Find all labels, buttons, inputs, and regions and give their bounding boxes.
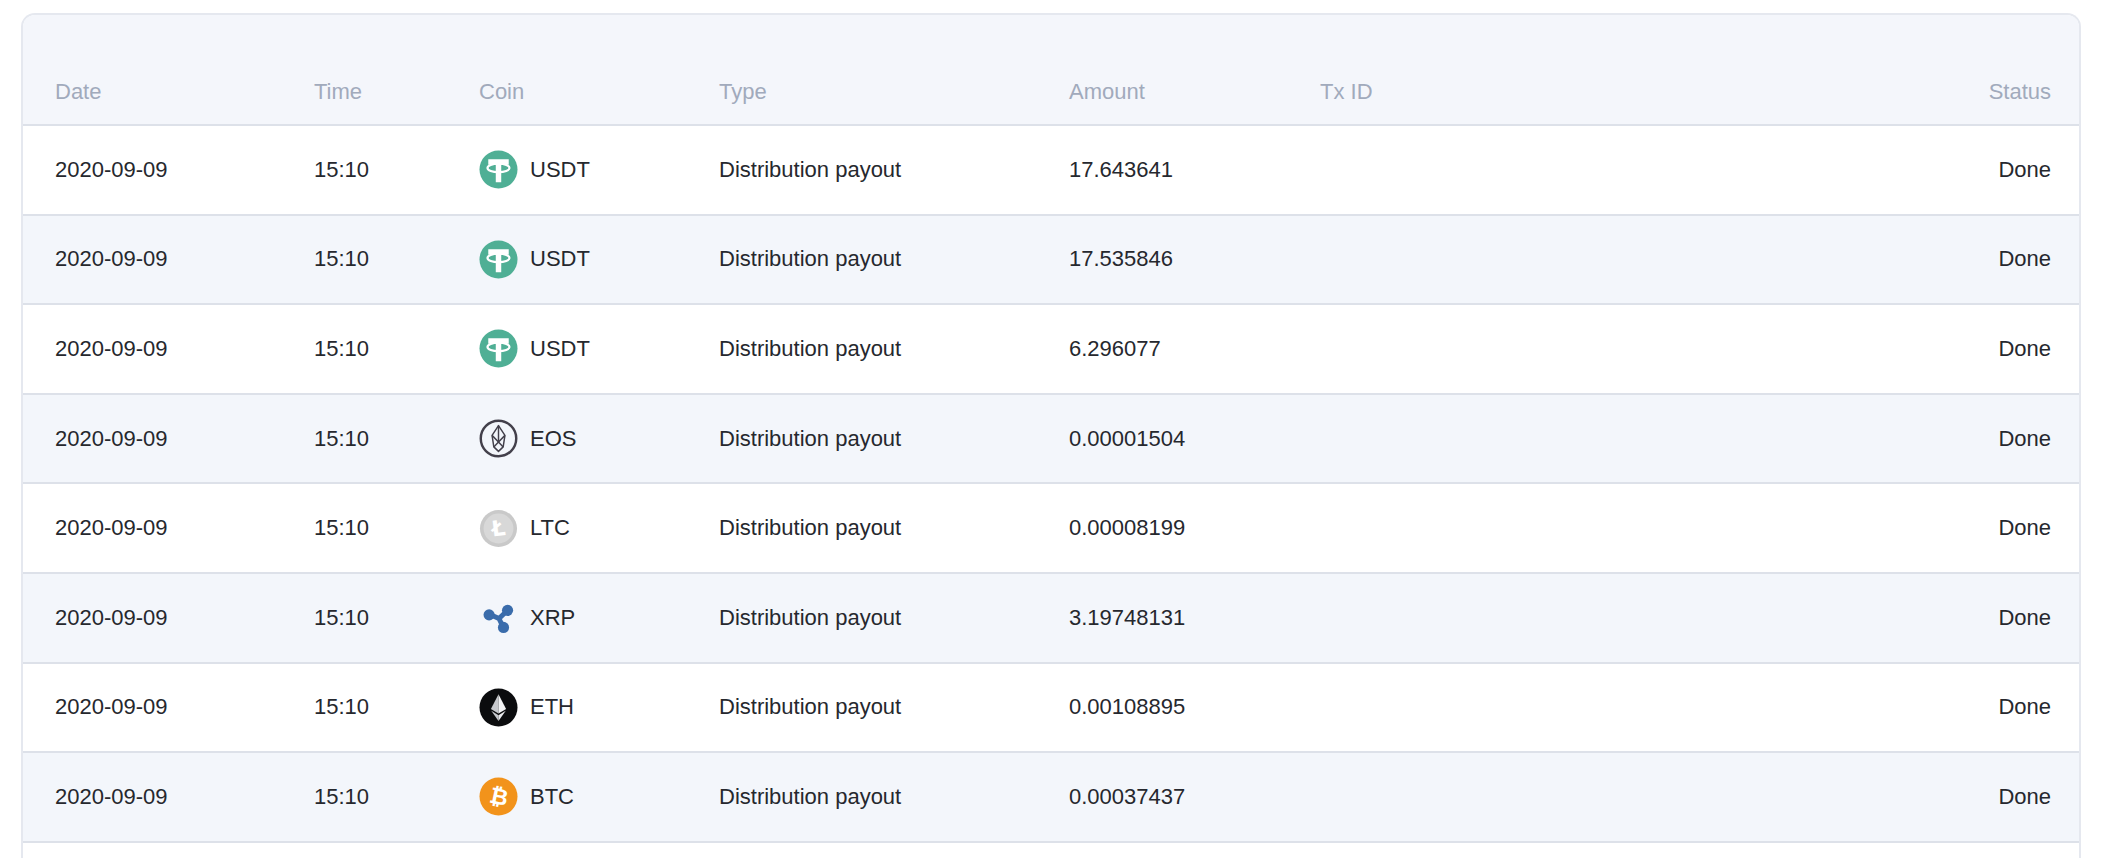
column-header-tx-id: Tx ID bbox=[1320, 79, 1871, 124]
coin-symbol: BTC bbox=[530, 784, 574, 810]
usdt-coin-icon bbox=[479, 240, 518, 279]
table-row: 2020-09-09 15:10 ₿ BTC Distribution payo… bbox=[23, 753, 2079, 843]
coin-symbol: USDT bbox=[530, 157, 590, 183]
time-cell: 15:10 bbox=[314, 784, 479, 810]
status-cell: Done bbox=[1871, 157, 2051, 183]
table-row: 2020-09-09 15:10 USDT Distribution payou… bbox=[23, 305, 2079, 395]
coin-symbol: USDT bbox=[530, 336, 590, 362]
eos-coin-icon bbox=[479, 419, 518, 458]
amount-cell: 6.296077 bbox=[1069, 336, 1320, 362]
time-cell: 15:10 bbox=[314, 246, 479, 272]
time-cell: 15:10 bbox=[314, 426, 479, 452]
column-header-status: Status bbox=[1871, 79, 2051, 124]
date-cell: 2020-09-09 bbox=[55, 426, 314, 452]
time-cell: 15:10 bbox=[314, 336, 479, 362]
date-cell: 2020-09-09 bbox=[55, 605, 314, 631]
amount-cell: 0.00108895 bbox=[1069, 694, 1320, 720]
usdt-coin-icon bbox=[479, 150, 518, 189]
table-header-row: Date Time Coin Type Amount Tx ID Status bbox=[23, 15, 2079, 126]
coin-cell: XRP bbox=[479, 598, 719, 637]
amount-cell: 0.00001504 bbox=[1069, 426, 1320, 452]
date-cell: 2020-09-09 bbox=[55, 515, 314, 541]
table-row: 2020-09-09 15:10 USDT Distribution payou… bbox=[23, 216, 2079, 306]
time-cell: 15:10 bbox=[314, 694, 479, 720]
coin-symbol: EOS bbox=[530, 426, 576, 452]
date-cell: 2020-09-09 bbox=[55, 246, 314, 272]
coin-symbol: LTC bbox=[530, 515, 570, 541]
table-row: 2020-09-09 15:10 Ł LTC Distribution payo… bbox=[23, 484, 2079, 574]
date-cell: 2020-09-09 bbox=[55, 694, 314, 720]
date-cell: 2020-09-09 bbox=[55, 784, 314, 810]
xrp-coin-icon bbox=[479, 598, 518, 637]
column-header-time: Time bbox=[314, 79, 479, 124]
coin-symbol: XRP bbox=[530, 605, 575, 631]
status-cell: Done bbox=[1871, 336, 2051, 362]
coin-cell: Ł LTC bbox=[479, 509, 719, 548]
type-cell: Distribution payout bbox=[719, 784, 1069, 810]
column-header-coin: Coin bbox=[479, 79, 719, 124]
table-row: 2020-09-09 15:10 XRP Distribution payout… bbox=[23, 574, 2079, 664]
coin-cell: USDT bbox=[479, 240, 719, 279]
status-cell: Done bbox=[1871, 605, 2051, 631]
amount-cell: 17.535846 bbox=[1069, 246, 1320, 272]
table-row: 2020-09-09 15:10 EOS Distribution payout… bbox=[23, 395, 2079, 485]
table-body: 2020-09-09 15:10 USDT Distribution payou… bbox=[23, 126, 2079, 843]
column-header-amount: Amount bbox=[1069, 79, 1320, 124]
type-cell: Distribution payout bbox=[719, 605, 1069, 631]
date-cell: 2020-09-09 bbox=[55, 157, 314, 183]
coin-cell: ETH bbox=[479, 688, 719, 727]
type-cell: Distribution payout bbox=[719, 515, 1069, 541]
amount-cell: 0.00008199 bbox=[1069, 515, 1320, 541]
status-cell: Done bbox=[1871, 694, 2051, 720]
table-row: 2020-09-09 15:10 ETH Distribution payout… bbox=[23, 664, 2079, 754]
time-cell: 15:10 bbox=[314, 605, 479, 631]
type-cell: Distribution payout bbox=[719, 157, 1069, 183]
status-cell: Done bbox=[1871, 784, 2051, 810]
usdt-coin-icon bbox=[479, 329, 518, 368]
table-row: 2020-09-09 15:10 USDT Distribution payou… bbox=[23, 126, 2079, 216]
amount-cell: 3.19748131 bbox=[1069, 605, 1320, 631]
btc-coin-icon: ₿ bbox=[479, 777, 518, 816]
type-cell: Distribution payout bbox=[719, 694, 1069, 720]
transactions-page: Date Time Coin Type Amount Tx ID Status … bbox=[0, 0, 2102, 858]
ltc-coin-icon: Ł bbox=[479, 509, 518, 548]
eth-coin-icon bbox=[479, 688, 518, 727]
coin-cell: USDT bbox=[479, 329, 719, 368]
coin-cell: USDT bbox=[479, 150, 719, 189]
partial-next-row bbox=[23, 843, 2079, 858]
coin-cell: ₿ BTC bbox=[479, 777, 719, 816]
coin-symbol: USDT bbox=[530, 246, 590, 272]
type-cell: Distribution payout bbox=[719, 246, 1069, 272]
column-header-date: Date bbox=[55, 79, 314, 124]
time-cell: 15:10 bbox=[314, 157, 479, 183]
status-cell: Done bbox=[1871, 426, 2051, 452]
time-cell: 15:10 bbox=[314, 515, 479, 541]
status-cell: Done bbox=[1871, 246, 2051, 272]
type-cell: Distribution payout bbox=[719, 426, 1069, 452]
type-cell: Distribution payout bbox=[719, 336, 1069, 362]
amount-cell: 17.643641 bbox=[1069, 157, 1320, 183]
coin-cell: EOS bbox=[479, 419, 719, 458]
date-cell: 2020-09-09 bbox=[55, 336, 314, 362]
transactions-table-card: Date Time Coin Type Amount Tx ID Status … bbox=[21, 13, 2081, 858]
column-header-type: Type bbox=[719, 79, 1069, 124]
amount-cell: 0.00037437 bbox=[1069, 784, 1320, 810]
coin-symbol: ETH bbox=[530, 694, 574, 720]
status-cell: Done bbox=[1871, 515, 2051, 541]
